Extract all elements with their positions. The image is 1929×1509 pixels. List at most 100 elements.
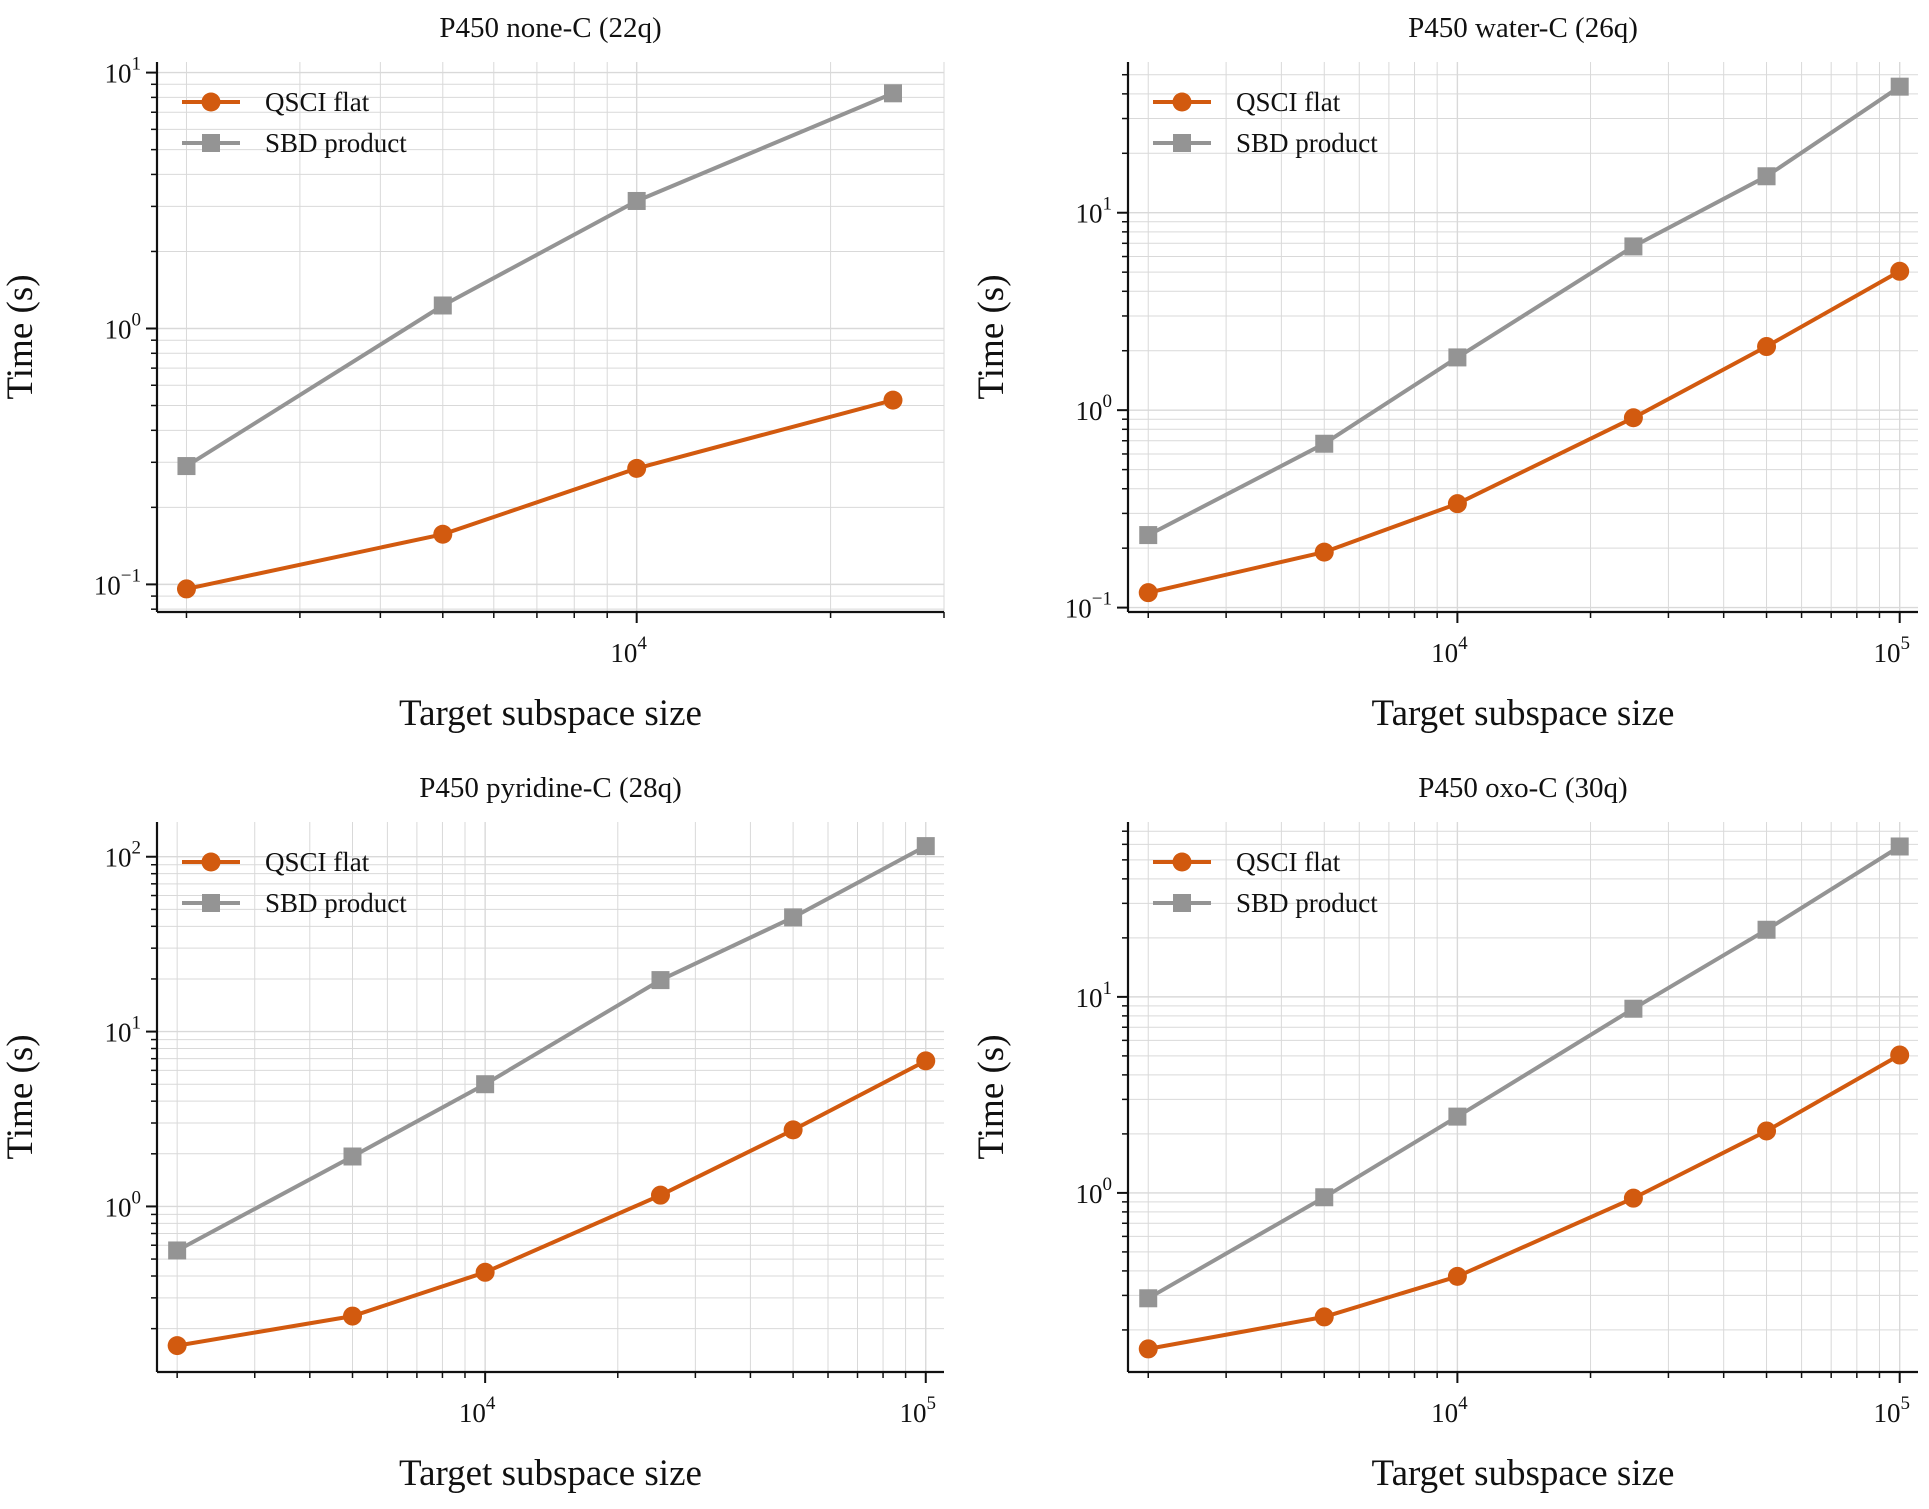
legend-label: QSCI flat: [1236, 87, 1341, 117]
data-point: [1890, 261, 1910, 281]
chart-panel-2: 104 105 10−1 100 101 P450 water-C (26q) Target…: [971, 12, 1918, 734]
data-point: [167, 1336, 187, 1356]
chart-title: P450 none-C (22q): [439, 12, 661, 44]
data-point: [1315, 1188, 1334, 1207]
data-point: [783, 1120, 803, 1140]
y-tick-label: 10−1: [94, 565, 141, 600]
series-line: [186, 398, 894, 591]
data-point: [650, 1185, 670, 1205]
legend-marker: [202, 894, 220, 912]
series-line: [1147, 85, 1901, 537]
x-tick-label: 105: [1873, 633, 1910, 668]
legend: QSCI flat SBD product: [182, 847, 407, 918]
data-point: [1623, 408, 1643, 428]
legend-label: SBD product: [265, 888, 407, 918]
data-point: [1448, 1107, 1467, 1126]
series-line: [176, 844, 927, 1253]
data-point: [1757, 167, 1776, 186]
chart-panel-4: 104 105 100 101 P450 oxo-C (30q) Target subsp…: [971, 772, 1918, 1494]
series-qsci-flat: [1138, 261, 1910, 603]
grid: [1128, 822, 1918, 1372]
grid: [157, 822, 944, 1372]
data-point: [883, 84, 902, 103]
x-axis-label: Target subspace size: [399, 693, 702, 734]
data-point: [1447, 494, 1467, 514]
data-point: [1624, 999, 1643, 1018]
legend: QSCI flat SBD product: [1153, 847, 1378, 918]
legend-label: QSCI flat: [1236, 847, 1341, 877]
x-tick-label: 104: [1431, 633, 1468, 668]
y-tick-label: 101: [1076, 978, 1113, 1013]
data-point: [1757, 337, 1777, 357]
data-point: [1314, 542, 1334, 562]
data-point: [916, 837, 935, 856]
chart-panel-1: 104 10−1 100 101 P450 none-C (22q) Target sub…: [0, 12, 945, 734]
legend-label: SBD product: [265, 128, 407, 158]
data-point: [1890, 77, 1909, 96]
data-point: [475, 1262, 495, 1282]
data-point: [1447, 1266, 1467, 1286]
legend-marker: [202, 134, 220, 152]
series-line: [185, 91, 894, 468]
y-axis-label: Time (s): [0, 274, 41, 399]
data-point: [1138, 583, 1158, 603]
grid: [157, 62, 945, 612]
data-point: [343, 1306, 363, 1326]
legend-marker: [1173, 134, 1191, 152]
x-axis-label: Target subspace size: [1372, 693, 1675, 734]
chart-title: P450 pyridine-C (28q): [419, 772, 682, 804]
data-point: [883, 390, 903, 410]
y-tick-label: 10−1: [1065, 589, 1112, 624]
data-point: [1757, 1121, 1777, 1141]
legend-marker: [1172, 852, 1192, 872]
series-sbd-product: [1139, 77, 1909, 545]
data-point: [476, 1075, 495, 1094]
legend-label: QSCI flat: [265, 847, 370, 877]
legend-label: SBD product: [1236, 128, 1378, 158]
data-point: [627, 458, 647, 478]
data-point: [433, 524, 453, 544]
legend: QSCI flat SBD product: [182, 87, 407, 158]
chart-panel-3: 104 105 100 101 102 P450 pyridine-C (28q) Targ…: [0, 772, 944, 1494]
data-point: [1757, 920, 1776, 939]
data-point: [1890, 1045, 1910, 1065]
legend-label: QSCI flat: [265, 87, 370, 117]
data-point: [433, 296, 452, 315]
data-point: [784, 908, 803, 927]
x-tick-label: 105: [1873, 1393, 1910, 1428]
legend-label: SBD product: [1236, 888, 1378, 918]
data-point: [1624, 237, 1643, 256]
series-line: [1147, 1053, 1901, 1351]
y-tick-label: 100: [105, 309, 142, 344]
data-point: [1890, 837, 1909, 856]
y-axis-label: Time (s): [0, 1034, 41, 1159]
data-point: [651, 971, 670, 990]
grid: [1128, 62, 1918, 612]
data-point: [343, 1147, 362, 1166]
x-axis-label: Target subspace size: [1372, 1453, 1675, 1494]
x-tick-label: 104: [610, 633, 647, 668]
y-axis-label: Time (s): [971, 1034, 1012, 1159]
legend-marker: [201, 92, 221, 112]
x-tick-label: 104: [1431, 1393, 1468, 1428]
y-tick-label: 101: [1076, 194, 1113, 229]
data-point: [627, 191, 646, 210]
chart-title: P450 oxo-C (30q): [1418, 772, 1627, 804]
data-point: [1139, 526, 1158, 545]
y-tick-label: 102: [105, 838, 142, 873]
y-tick-label: 100: [1076, 1174, 1113, 1209]
data-point: [1315, 434, 1334, 453]
legend: QSCI flat SBD product: [1153, 87, 1378, 158]
data-point: [176, 579, 196, 599]
data-point: [916, 1051, 936, 1071]
data-point: [177, 457, 196, 476]
series-line: [1147, 844, 1901, 1301]
series-sbd-product: [1139, 837, 1909, 1308]
series-line: [1147, 269, 1901, 595]
series-qsci-flat: [176, 390, 903, 599]
x-axis-label: Target subspace size: [399, 1453, 702, 1494]
series-qsci-flat: [167, 1051, 936, 1356]
series-qsci-flat: [1138, 1045, 1910, 1359]
legend-marker: [1172, 92, 1192, 112]
